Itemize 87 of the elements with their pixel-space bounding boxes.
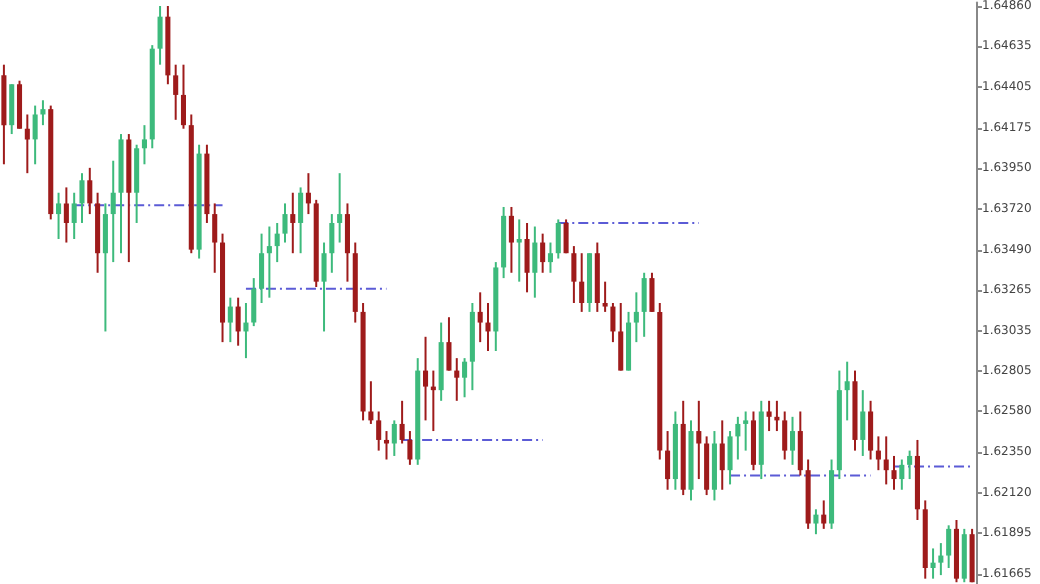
candlestick xyxy=(40,99,46,127)
candlestick xyxy=(821,499,827,530)
candlestick xyxy=(891,454,897,491)
candlestick xyxy=(797,410,803,477)
candlestick xyxy=(63,186,69,244)
candlestick xyxy=(727,430,733,486)
candlestick xyxy=(860,389,866,457)
candlestick xyxy=(719,419,725,491)
candlestick xyxy=(305,172,311,216)
candlestick xyxy=(711,430,717,502)
candlestick xyxy=(813,508,819,536)
candlestick xyxy=(782,410,788,461)
candlestick xyxy=(56,191,62,240)
candlestick xyxy=(704,435,710,497)
candlestick xyxy=(930,547,936,580)
candlestick xyxy=(696,399,702,481)
candlestick xyxy=(735,415,741,461)
candlestick xyxy=(633,291,639,344)
candlestick xyxy=(71,191,77,240)
candlestick xyxy=(868,399,874,461)
candlestick xyxy=(321,241,327,333)
candlestick xyxy=(87,166,93,216)
candlestick xyxy=(571,245,577,304)
candlestick xyxy=(290,191,296,255)
candlestick xyxy=(462,357,468,399)
candlestick xyxy=(961,527,967,584)
candlestick xyxy=(610,302,616,344)
candlestick xyxy=(540,232,546,274)
candlestick xyxy=(750,410,757,472)
candlestick xyxy=(383,430,390,461)
candlestick xyxy=(665,430,671,491)
candlestick xyxy=(32,104,38,166)
candlestick xyxy=(110,159,116,264)
candlestick xyxy=(649,271,655,313)
candlestick xyxy=(399,399,405,445)
candlestick xyxy=(766,399,772,433)
candlestick xyxy=(477,291,483,344)
candlestick xyxy=(16,79,23,130)
candlestick xyxy=(251,277,257,328)
candlestick xyxy=(423,335,429,422)
candlestick xyxy=(180,63,187,130)
candlestick xyxy=(602,280,608,313)
candlestick xyxy=(555,218,561,260)
candlestick xyxy=(563,218,569,255)
candlestick xyxy=(407,430,413,466)
candlestick xyxy=(907,449,913,481)
candlestick xyxy=(446,316,452,372)
candlestick xyxy=(946,524,952,569)
candlestick xyxy=(274,221,280,264)
candlestick xyxy=(282,202,288,244)
candlestick xyxy=(173,63,179,121)
candlestick xyxy=(266,225,272,299)
candlestick xyxy=(212,202,218,274)
candlestick xyxy=(134,143,140,224)
candlestick xyxy=(259,232,265,304)
candlestick xyxy=(376,410,382,452)
candlestick xyxy=(938,542,944,577)
candlestick xyxy=(485,302,491,353)
candlestick xyxy=(875,435,881,472)
candlestick xyxy=(329,213,335,274)
candlestick xyxy=(844,360,850,422)
candlestick xyxy=(508,205,514,274)
candlestick xyxy=(641,271,647,338)
candlestick xyxy=(24,113,30,175)
candlestick xyxy=(743,410,749,452)
candlestick xyxy=(235,296,241,347)
candlestick xyxy=(899,458,905,491)
candlestick xyxy=(618,302,624,372)
candlestick xyxy=(547,241,553,274)
candlestick xyxy=(337,172,343,244)
candlestick xyxy=(524,221,530,294)
candlestick xyxy=(391,419,397,457)
candlestick xyxy=(579,252,585,313)
candlestick xyxy=(79,172,85,224)
candlestick xyxy=(141,124,147,166)
candlestick xyxy=(298,186,304,255)
candlestick xyxy=(789,415,796,466)
candlestick xyxy=(227,296,233,344)
candlestick xyxy=(344,202,350,283)
candlestick xyxy=(454,357,460,402)
candlestick xyxy=(368,380,374,425)
candlestick xyxy=(9,83,15,136)
candlestick xyxy=(102,202,108,333)
candlestick xyxy=(532,225,538,299)
candlestick xyxy=(883,435,889,486)
candlestick xyxy=(157,5,163,66)
candlestick xyxy=(516,218,522,283)
